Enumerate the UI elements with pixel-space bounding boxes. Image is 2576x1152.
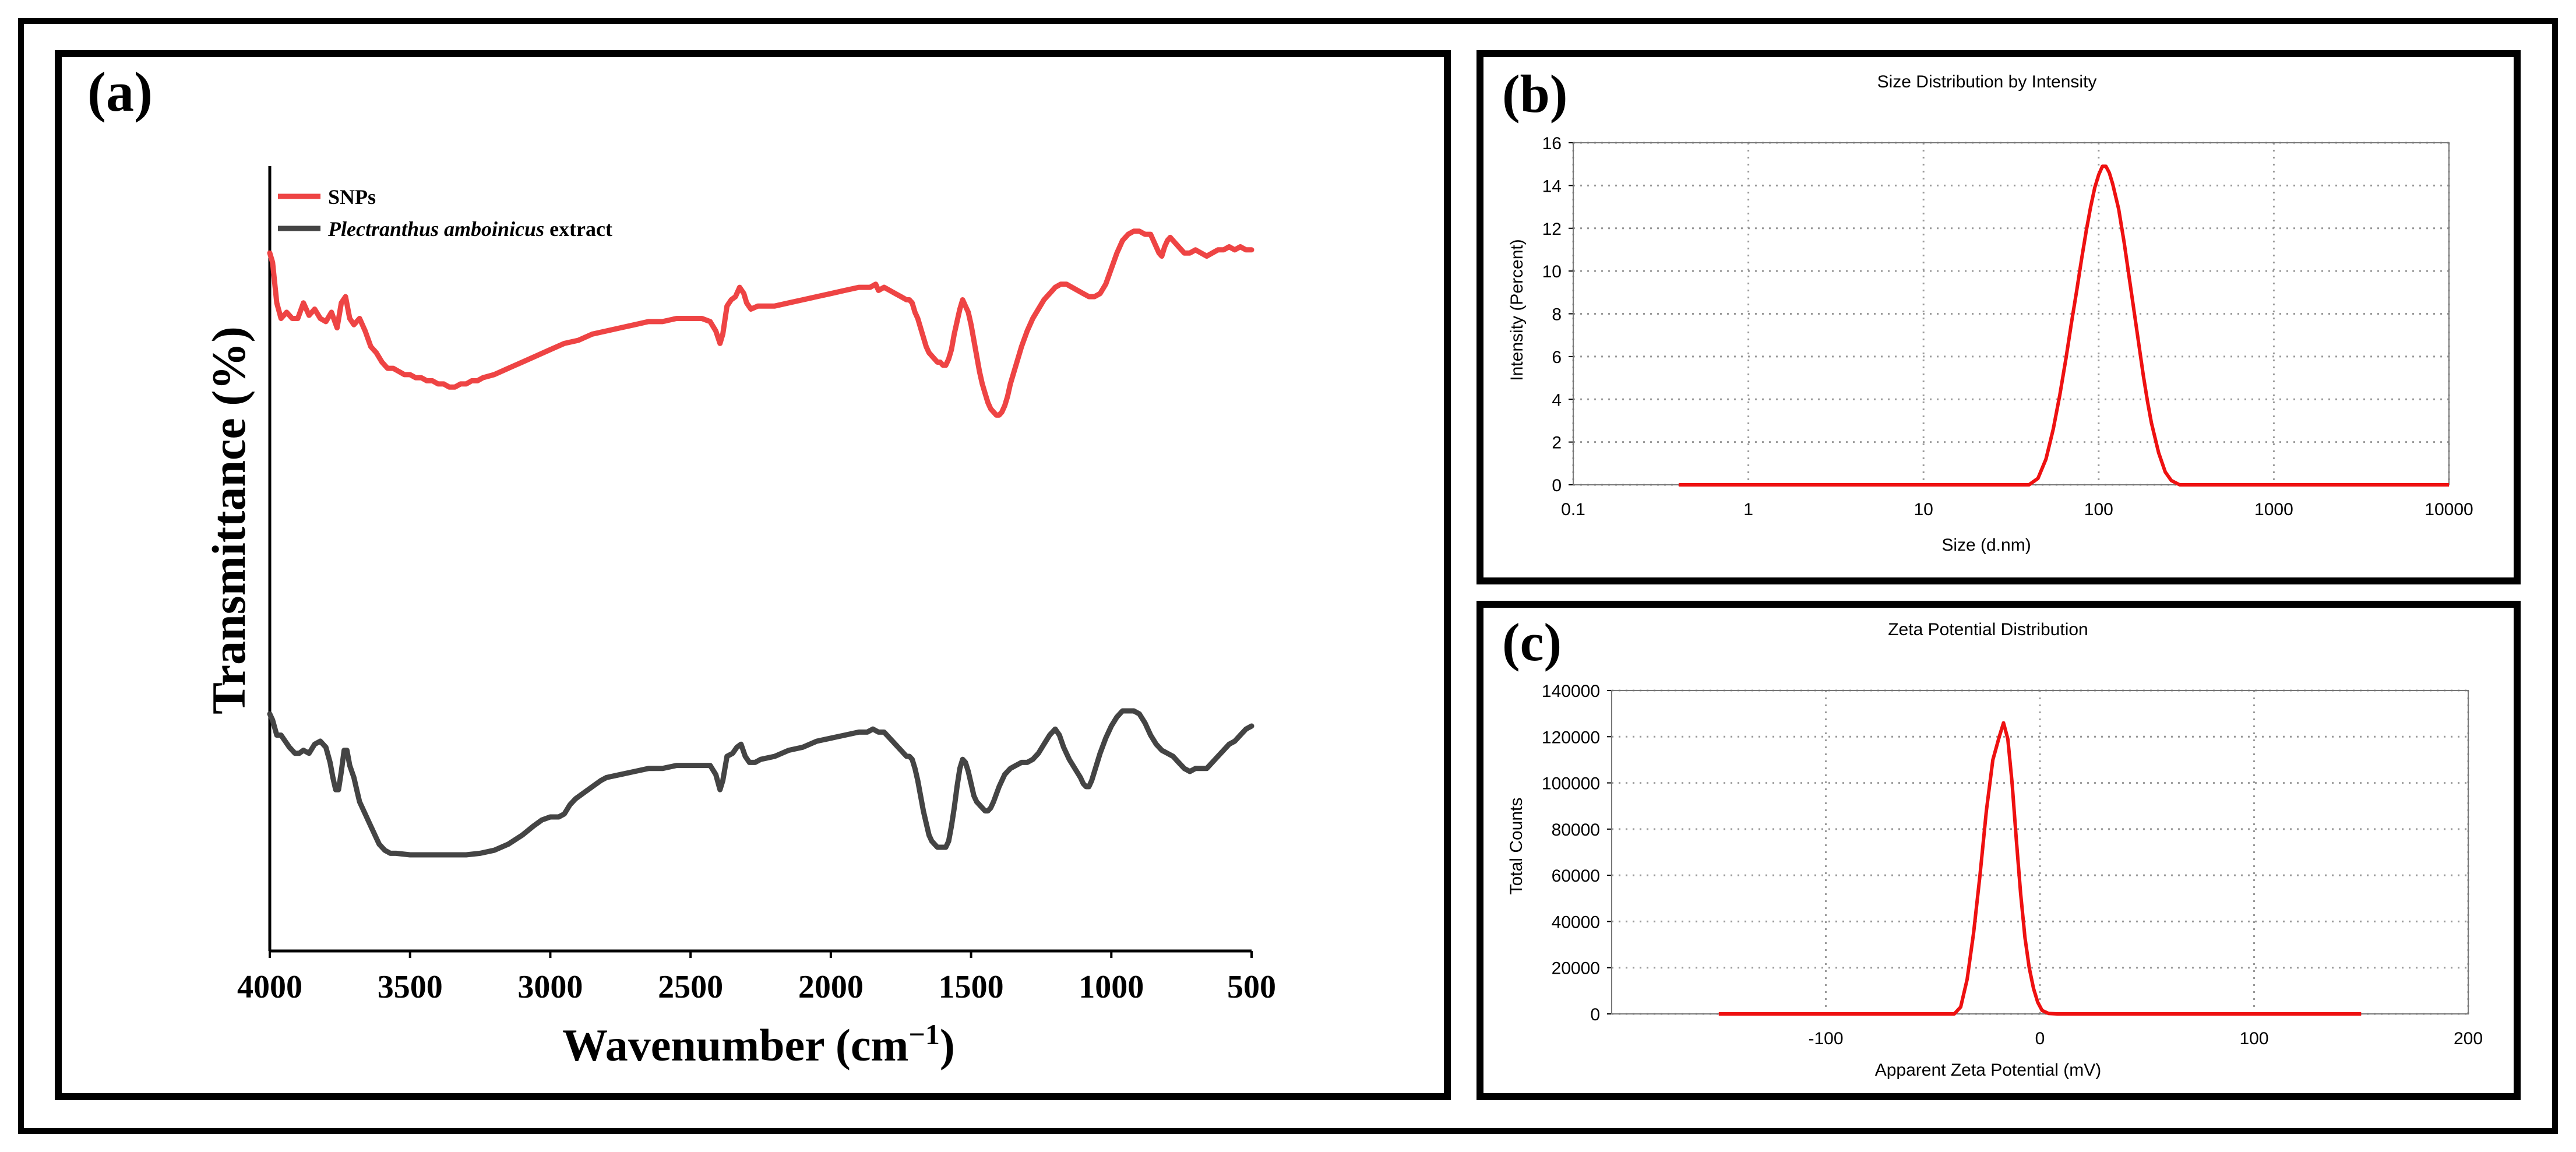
panel-c-title: Zeta Potential Distribution (1888, 620, 2088, 639)
legend-label-snps: SNPs (328, 185, 376, 209)
panel-a-x-tick-label: 3500 (378, 969, 443, 1005)
panel-b-x-tick-label: 100 (2084, 500, 2113, 519)
panel-b-y-tick-label: 10 (1542, 262, 1562, 281)
panel-b-label: (b) (1502, 64, 1567, 124)
x-axis-label-text: Wavenumber (cm (562, 1020, 908, 1070)
outer-frame (18, 18, 2558, 1134)
panel-b-y-tick-label: 2 (1552, 434, 1562, 453)
panel-b-size-distribution-line (1679, 164, 2449, 487)
panel-a-legend: SNPs Plectranthus amboinicus extract (278, 185, 612, 241)
panel-a-x-tick-label: 500 (1227, 969, 1276, 1005)
panel-a-series-extract-line (267, 708, 1254, 858)
panel-b-y-tick-label: 4 (1552, 390, 1562, 410)
panel-b-y-tick-label: 8 (1552, 305, 1562, 325)
panel-a-x-tick-label: 4000 (237, 969, 302, 1005)
panel-b-x-tick-label: 0.1 (1561, 500, 1585, 519)
panel-c-zeta-potential-line (1718, 721, 2362, 1016)
panel-b-x-tick-label: 10 (1914, 500, 1933, 519)
panel-a-y-axis-label: Transmittance (%) (202, 326, 255, 714)
panel-c-y-axis-label: Total Counts (1507, 798, 1526, 895)
panel-c-y-tick-label: 140000 (1542, 682, 1600, 701)
panel-b-plot-area: 0.1 1 10 100 1000 10000 0 2 4 6 8 10 12 14 16 (1542, 134, 2473, 519)
panel-a-x-tick-label: 2000 (798, 969, 864, 1005)
panel-c-x-tick-label: 200 (2454, 1029, 2483, 1048)
panel-b-x-tick-label: 1 (1743, 500, 1753, 519)
panel-b-y-tick-label: 6 (1552, 348, 1562, 367)
panel-c-chart: (c) Zeta Potential Distribution -100 0 100… (1502, 612, 2483, 1080)
panel-c-x-tick-label: 0 (2035, 1029, 2045, 1048)
panel-a-series-snps-line (267, 228, 1254, 418)
panel-b-chart: (b) Size Distribution by Intensity 0.1 1 1… (1502, 64, 2473, 555)
panel-c-y-tick-label: 0 (1590, 1005, 1600, 1024)
panel-b-y-tick-label: 16 (1542, 134, 1562, 153)
panel-b-x-axis-label: Size (d.nm) (1941, 536, 2031, 555)
panel-c-x-tick-label: 100 (2239, 1029, 2268, 1048)
panel-c-plot-border (1611, 690, 2469, 1014)
panel-a-plot-area (267, 166, 1254, 953)
panel-c-x-axis-label: Apparent Zeta Potential (mV) (1875, 1061, 2102, 1080)
panel-b-y-axis-label: Intensity (Percent) (1507, 239, 1527, 381)
panel-a-x-axis-label: Wavenumber (cm−1) (562, 1018, 955, 1070)
panel-b-y-tick-label: 12 (1542, 220, 1562, 239)
legend-extract-species: Plectranthus amboinicus (327, 217, 544, 241)
panel-a-x-tick-label: 2500 (658, 969, 723, 1005)
panel-a-x-ticks: 4000 3500 3000 2500 2000 1500 1000 500 (237, 951, 1276, 1005)
panel-c-x-tick-label: -100 (1808, 1029, 1843, 1048)
panel-c-y-tick-label: 100000 (1542, 774, 1600, 794)
panel-b-y-tick-label: 14 (1542, 177, 1562, 196)
panel-b-title: Size Distribution by Intensity (1877, 72, 2097, 91)
panel-c-y-tick-label: 40000 (1552, 913, 1600, 932)
panel-c-plot-area: -100 0 100 200 0 20000 40000 60000 80000 100000 12… (1542, 682, 2483, 1048)
panel-a-label: (a) (87, 61, 153, 123)
panel-a-x-tick-label: 1000 (1079, 969, 1144, 1005)
panel-c-y-tick-label: 120000 (1542, 728, 1600, 747)
panel-c-y-tick-label: 80000 (1552, 820, 1600, 840)
panel-b-x-tick-label: 10000 (2425, 500, 2473, 519)
legend-extract-suffix: extract (544, 217, 612, 241)
panel-c-frame (1476, 601, 2521, 1100)
x-axis-label-superscript: −1 (908, 1018, 940, 1051)
panel-a-chart: (a) 4000 3500 3000 2500 2000 1500 1000 500 SNPs… (87, 61, 1276, 1070)
panel-a-x-tick-label: 1500 (939, 969, 1004, 1005)
panel-b-x-tick-label: 1000 (2254, 500, 2293, 519)
x-axis-label-close: ) (940, 1020, 955, 1070)
legend-label-extract: Plectranthus amboinicus extract (327, 217, 612, 241)
panel-c-label: (c) (1502, 612, 1562, 672)
panel-c-y-tick-label: 20000 (1552, 959, 1600, 978)
panel-a-x-tick-label: 3000 (517, 969, 583, 1005)
panel-b-y-tick-label: 0 (1552, 476, 1562, 495)
panel-a-frame (55, 50, 1451, 1100)
panel-b-frame (1476, 50, 2521, 584)
panel-c-y-tick-label: 60000 (1552, 866, 1600, 886)
